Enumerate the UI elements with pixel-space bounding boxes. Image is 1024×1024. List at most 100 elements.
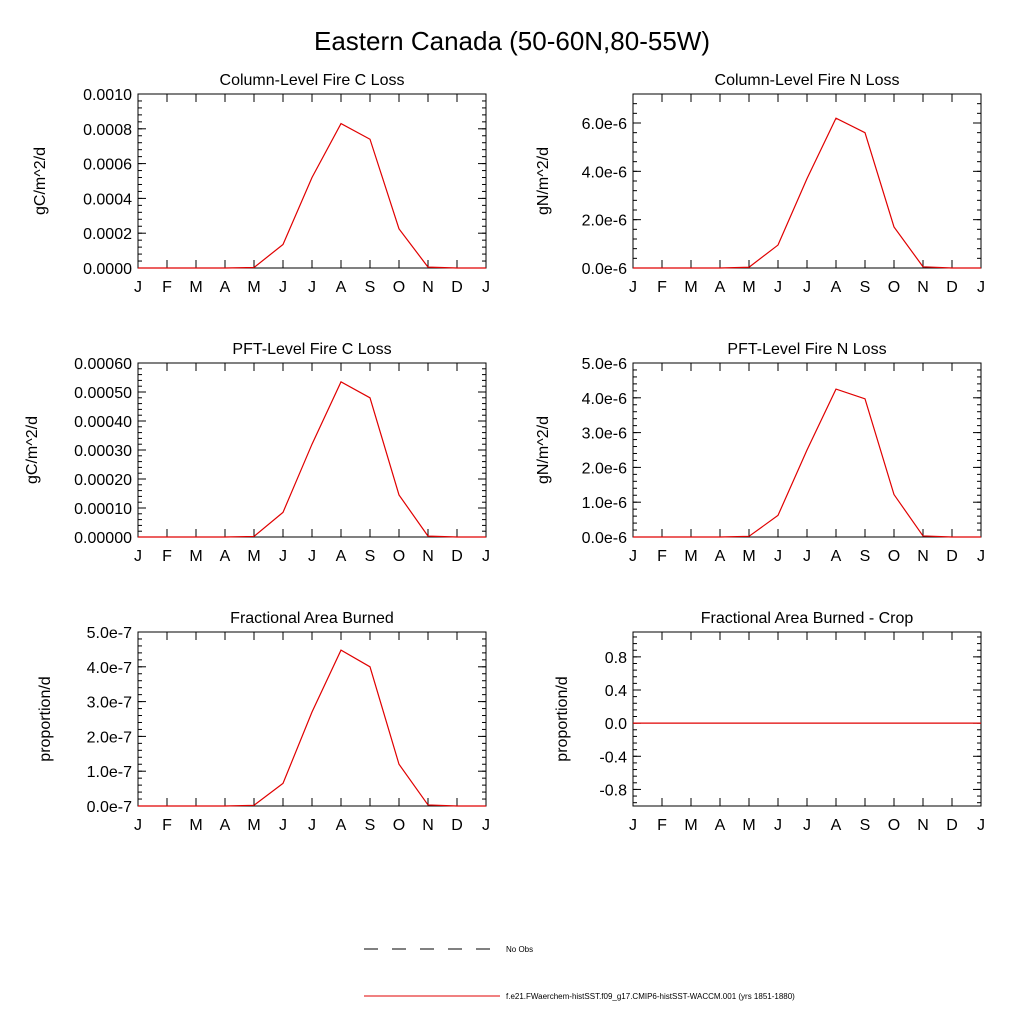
y-axis-label: gN/m^2/d (535, 147, 552, 215)
x-tick-label: S (860, 548, 871, 565)
x-tick-label: J (629, 548, 637, 565)
x-tick-label: D (451, 817, 463, 834)
y-tick-label: 2.0e-7 (87, 729, 132, 746)
x-tick-label: M (189, 548, 202, 565)
y-tick-label: 0.00010 (74, 501, 132, 518)
x-tick-label: O (888, 817, 900, 834)
plot-frame (137, 362, 487, 538)
x-tick-label: J (977, 279, 985, 296)
x-tick-label: F (162, 279, 172, 296)
y-axis-label: gC/m^2/d (32, 147, 49, 215)
y-tick-label: 0.8 (605, 650, 627, 667)
x-tick-label: J (629, 817, 637, 834)
y-tick-label: 0.00060 (74, 356, 132, 373)
y-tick-label: 5.0e-6 (582, 356, 627, 373)
x-tick-label: A (715, 817, 726, 834)
x-tick-label: J (308, 548, 316, 565)
x-tick-label: J (279, 548, 287, 565)
x-tick-label: S (860, 817, 871, 834)
panel-title: Column-Level Fire C Loss (220, 72, 405, 89)
series-line (633, 388, 981, 538)
x-tick-label: J (308, 279, 316, 296)
y-tick-label: 4.0e-6 (582, 164, 627, 181)
x-tick-label: J (774, 279, 782, 296)
x-tick-label: M (247, 817, 260, 834)
series-line (138, 122, 486, 269)
y-tick-label: 6.0e-6 (582, 116, 627, 133)
plot-frame (137, 631, 487, 807)
x-tick-label: J (977, 548, 985, 565)
x-tick-label: N (422, 279, 434, 296)
x-tick-label: M (742, 279, 755, 296)
y-tick-label: 0.0e-6 (582, 530, 627, 547)
y-tick-label: -0.8 (599, 782, 627, 799)
y-tick-label: 0.0010 (83, 87, 132, 104)
legend-label-no-obs: No Obs (506, 945, 533, 954)
x-tick-label: D (946, 279, 958, 296)
panel-title: Column-Level Fire N Loss (715, 72, 900, 89)
y-tick-label: 2.0e-6 (582, 460, 627, 477)
y-tick-label: 0.00030 (74, 443, 132, 460)
x-tick-label: J (803, 817, 811, 834)
x-tick-label: N (917, 548, 929, 565)
panel-6: Fractional Area Burned - Crop proportion/… (554, 610, 985, 834)
x-tick-label: M (684, 548, 697, 565)
y-tick-label: 0.0e-7 (87, 799, 132, 816)
y-tick-label: 0.4 (605, 683, 627, 700)
y-tick-label: 0.0002 (83, 226, 132, 243)
series-line (138, 649, 486, 807)
x-tick-label: O (393, 548, 405, 565)
x-tick-label: A (336, 548, 347, 565)
x-tick-label: J (308, 817, 316, 834)
x-tick-label: N (917, 279, 929, 296)
y-tick-label: 0.0000 (83, 261, 132, 278)
x-tick-label: A (220, 279, 231, 296)
x-tick-label: A (831, 817, 842, 834)
x-tick-label: F (657, 817, 667, 834)
x-tick-label: J (134, 279, 142, 296)
x-tick-label: O (393, 817, 405, 834)
y-axis-label: gC/m^2/d (24, 416, 41, 484)
panel-title: PFT-Level Fire N Loss (727, 341, 886, 358)
x-tick-label: J (279, 279, 287, 296)
x-tick-label: D (946, 817, 958, 834)
x-tick-label: O (888, 548, 900, 565)
y-tick-label: 4.0e-6 (582, 391, 627, 408)
x-tick-label: J (774, 817, 782, 834)
x-tick-label: D (451, 548, 463, 565)
x-tick-label: M (742, 548, 755, 565)
x-tick-label: A (220, 817, 231, 834)
x-tick-label: A (336, 817, 347, 834)
series-line (633, 117, 981, 269)
y-axis-label: gN/m^2/d (535, 416, 552, 484)
x-tick-label: S (365, 279, 376, 296)
x-tick-label: F (657, 279, 667, 296)
y-tick-label: -0.4 (599, 749, 627, 766)
x-tick-label: J (279, 817, 287, 834)
y-tick-label: 0.00020 (74, 472, 132, 489)
y-axis-label: proportion/d (554, 676, 571, 761)
x-tick-label: A (336, 279, 347, 296)
y-tick-label: 3.0e-6 (582, 426, 627, 443)
x-tick-label: F (162, 548, 172, 565)
x-tick-label: D (946, 548, 958, 565)
panel-title: Fractional Area Burned (230, 610, 394, 627)
x-tick-label: S (860, 279, 871, 296)
x-tick-label: M (189, 279, 202, 296)
x-tick-label: F (657, 548, 667, 565)
x-tick-label: M (684, 817, 697, 834)
x-tick-label: D (451, 279, 463, 296)
x-tick-label: A (715, 279, 726, 296)
y-tick-label: 5.0e-7 (87, 625, 132, 642)
x-tick-label: M (247, 279, 260, 296)
y-tick-label: 0.0004 (83, 191, 132, 208)
y-tick-label: 3.0e-7 (87, 695, 132, 712)
plot-frame (137, 93, 487, 269)
legend: No Obs f.e21.FWaerchem-histSST.f09_g17.C… (364, 945, 795, 1001)
y-tick-label: 0.00000 (74, 530, 132, 547)
y-tick-label: 0.0006 (83, 157, 132, 174)
